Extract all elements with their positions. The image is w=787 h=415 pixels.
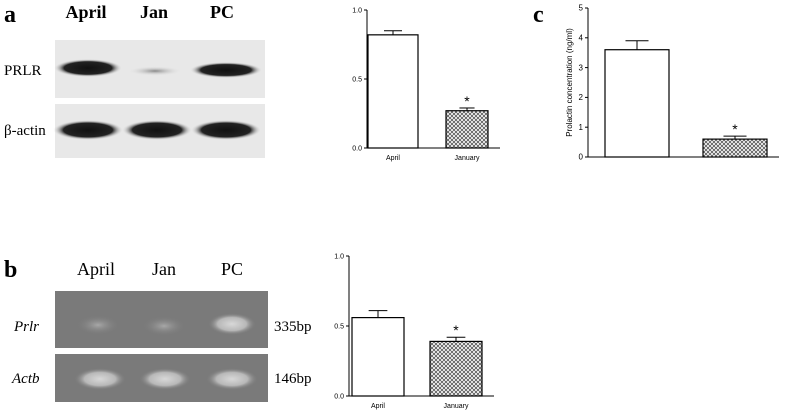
- row-label: PRLR: [4, 63, 42, 79]
- band: [127, 66, 183, 76]
- bar-chart: 0.0 0.5 1.0 April January *: [352, 7, 500, 162]
- size-label: 335bp: [274, 319, 312, 335]
- band: [206, 368, 258, 390]
- band: [191, 120, 261, 140]
- y-tick-label: 1: [579, 123, 584, 132]
- y-tick-label: 0.5: [352, 76, 362, 83]
- x-tick-label: January: [444, 403, 469, 410]
- y-tick-label: 1.0: [352, 7, 362, 14]
- y-tick-label: 2: [579, 93, 584, 102]
- lane-label: PC: [221, 259, 243, 279]
- significance: *: [453, 322, 459, 338]
- bar: [367, 34, 419, 149]
- bar-chart: 0.0 0.5 1.0 April January *: [334, 253, 494, 410]
- size-label: 146bp: [274, 371, 312, 387]
- y-tick-label: 0.0: [352, 145, 362, 152]
- lane-label: Jan: [152, 259, 176, 279]
- y-tick-label: 0.5: [334, 323, 344, 330]
- panel-letter: c: [533, 2, 544, 28]
- bar: [351, 317, 405, 397]
- band: [142, 316, 186, 336]
- bar: [429, 340, 483, 397]
- y-tick-label: 1.0: [334, 253, 344, 260]
- row-label: Actb: [11, 371, 40, 387]
- band: [139, 368, 191, 390]
- significance: *: [464, 93, 470, 109]
- row-label: β-actin: [4, 123, 46, 139]
- y-tick-label: 0: [579, 153, 584, 162]
- bar: [604, 49, 670, 158]
- band: [208, 313, 256, 335]
- bar-chart: 0 1 2 3 4 5 * Prolactin concentration (ng/ml): [565, 4, 779, 162]
- panel-letter: b: [4, 257, 17, 283]
- y-tick-label: 0.0: [334, 393, 344, 400]
- panel-letter: a: [4, 2, 16, 28]
- row-label: Prlr: [13, 319, 39, 335]
- y-tick-label: 3: [579, 63, 584, 72]
- lane-label: April: [77, 259, 115, 279]
- y-tick-label: 5: [579, 4, 584, 13]
- band: [190, 62, 262, 78]
- x-tick-label: April: [371, 403, 385, 410]
- x-tick-label: April: [386, 155, 400, 162]
- lane-label: April: [65, 2, 106, 22]
- bar: [702, 138, 768, 158]
- band: [74, 368, 126, 390]
- band: [122, 120, 192, 140]
- x-tick-label: January: [455, 155, 480, 162]
- band: [53, 120, 123, 140]
- lane-label: Jan: [140, 2, 168, 22]
- bar: [445, 110, 489, 149]
- significance: *: [732, 121, 738, 137]
- band: [54, 59, 122, 77]
- lane-label: PC: [210, 2, 234, 22]
- y-tick-label: 4: [579, 33, 584, 42]
- band: [76, 315, 120, 335]
- y-axis-label: Prolactin concentration (ng/ml): [565, 28, 574, 137]
